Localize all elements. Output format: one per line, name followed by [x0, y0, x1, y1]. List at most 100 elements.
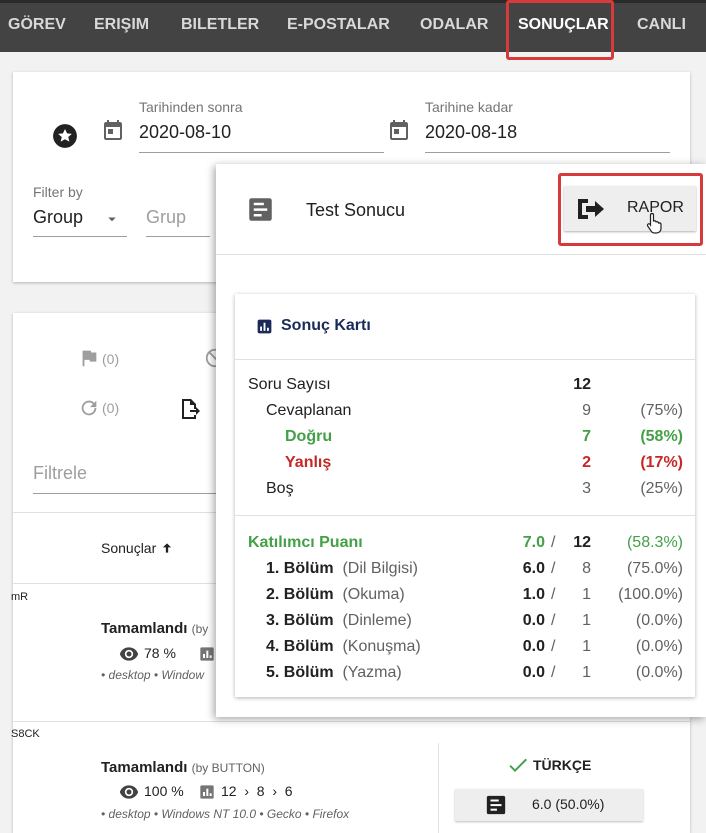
- correct-value: 7: [582, 428, 591, 445]
- empty-pct: (25%): [640, 480, 683, 497]
- result-card: Sonuç Kartı Soru Sayısı 12 Cevaplanan 9 …: [235, 294, 695, 697]
- flag-icon[interactable]: [78, 347, 100, 369]
- participant-score-total: 12: [573, 534, 591, 551]
- report-button-highlight: [558, 173, 703, 246]
- chart-icon: [200, 647, 214, 661]
- participant-score-pct: (58.3%): [626, 534, 683, 551]
- date-from-underline: [139, 152, 384, 153]
- table-row[interactable]: Tamamlandı (by BUTTON): [101, 759, 265, 776]
- section-row: 1. Bölüm (Dil Bilgisi): [266, 560, 418, 578]
- row-chart-path: 12 › 8 › 6: [221, 783, 293, 799]
- section-pct: (100.0%): [618, 586, 683, 603]
- section-sub: (Yazma): [342, 664, 402, 681]
- table-row[interactable]: Tamamlandı (by: [101, 620, 208, 637]
- row-status: Tamamlandı: [101, 759, 188, 776]
- chevron-down-icon[interactable]: [103, 210, 121, 228]
- tab-biletler[interactable]: BILETLER: [181, 16, 260, 33]
- section-name: 1. Bölüm: [266, 560, 334, 577]
- section-pct: (0.0%): [635, 612, 683, 629]
- section-name: 4. Bölüm: [266, 638, 334, 655]
- test-result-dialog: Test Sonucu RAPOR Sonuç Kartı Soru Sayıs…: [216, 164, 706, 717]
- filter-underline: [33, 493, 223, 494]
- date-to-underline: [425, 152, 670, 153]
- top-navigation: GÖREV ERIŞIM BILETLER E-POSTALAR ODALAR …: [0, 0, 706, 52]
- column-header-results[interactable]: Sonuçlar: [101, 540, 174, 556]
- section-pct: (75.0%): [626, 560, 683, 577]
- result-card-title: Sonuç Kartı: [281, 317, 371, 334]
- section-pct: (0.0%): [635, 664, 683, 681]
- check-icon: [509, 758, 527, 772]
- export-icon: [578, 199, 604, 219]
- star-circle-icon[interactable]: [52, 123, 78, 149]
- participant-score-value: 7.0: [522, 534, 545, 551]
- section-sub: (Okuma): [342, 586, 405, 603]
- calendar-icon[interactable]: [101, 118, 125, 142]
- eye-icon: [119, 647, 139, 661]
- row-status: Tamamlandı: [101, 620, 188, 637]
- active-tab-highlight: [506, 0, 614, 60]
- section-total: 1: [582, 664, 591, 681]
- section-separator: /: [551, 586, 556, 603]
- empty-value: 3: [582, 480, 591, 497]
- row-language: TÜRKÇE: [533, 757, 592, 773]
- tab-canli[interactable]: CANLI: [637, 16, 686, 33]
- section-name: 2. Bölüm: [266, 586, 334, 603]
- section-value: 0.0: [522, 638, 545, 655]
- bar-chart-icon: [257, 319, 272, 334]
- tab-epostalar[interactable]: E-POSTALAR: [287, 16, 390, 33]
- question-count-label: Soru Sayısı: [248, 376, 331, 393]
- section-value: 0.0: [522, 664, 545, 681]
- row-id: S8CK: [11, 728, 40, 740]
- chart-icon: [200, 785, 214, 799]
- date-to-input[interactable]: 2020-08-18: [425, 122, 518, 142]
- section-name: 5. Bölüm: [266, 664, 334, 681]
- score-button[interactable]: 6.0 (50.0%): [455, 789, 643, 821]
- calendar-icon[interactable]: [387, 118, 411, 142]
- group-input[interactable]: Grup: [146, 207, 187, 227]
- row-views: 78 %: [144, 645, 176, 661]
- divider: [216, 254, 706, 255]
- column-header-label: Sonuçlar: [101, 540, 157, 556]
- result-icon: [249, 198, 272, 221]
- export-file-icon[interactable]: [178, 397, 202, 421]
- section-value: 0.0: [522, 612, 545, 629]
- section-sub: (Konuşma): [342, 638, 421, 655]
- retry-count: (0): [102, 400, 120, 416]
- result-icon: [486, 795, 506, 815]
- wrong-pct: (17%): [640, 454, 683, 471]
- participant-score-label: Katılımcı Puanı: [248, 534, 363, 551]
- tab-odalar[interactable]: ODALAR: [420, 16, 489, 33]
- date-from-label: Tarihinden sonra: [139, 99, 243, 115]
- hand-cursor-icon: [646, 212, 662, 234]
- row-device: • desktop • Windows NT 10.0 • Gecko • Fi…: [101, 807, 350, 821]
- filter-input[interactable]: Filtrele: [33, 463, 88, 483]
- divider: [13, 721, 690, 722]
- wrong-label: Yanlış: [285, 454, 332, 471]
- row-by: (by BUTTON): [191, 761, 265, 775]
- filter-by-label: Filter by: [33, 184, 83, 200]
- section-value: 1.0: [522, 586, 545, 603]
- correct-pct: (58%): [640, 428, 683, 445]
- eye-icon: [119, 785, 139, 799]
- section-row: 2. Bölüm (Okuma): [266, 586, 405, 604]
- report-button-label: RAPOR: [627, 199, 684, 216]
- tab-gorev[interactable]: GÖREV: [8, 16, 66, 33]
- section-row: 4. Bölüm (Konuşma): [266, 638, 421, 656]
- question-count-value: 12: [573, 376, 591, 393]
- date-from-input[interactable]: 2020-08-10: [139, 122, 232, 142]
- row-device: • desktop • Window: [101, 668, 205, 682]
- section-total: 1: [582, 586, 591, 603]
- section-total: 8: [582, 560, 591, 577]
- tab-sonuclar[interactable]: SONUÇLAR: [518, 16, 609, 33]
- report-button[interactable]: RAPOR: [564, 186, 696, 234]
- filter-by-select[interactable]: Group: [33, 207, 84, 227]
- filter-by-underline: [33, 236, 127, 237]
- row-score: 6.0 (50.0%): [532, 796, 605, 812]
- answered-value: 9: [582, 402, 591, 419]
- row-by: (by: [191, 622, 209, 636]
- answered-label: Cevaplanan: [266, 402, 352, 419]
- refresh-icon[interactable]: [78, 397, 100, 419]
- section-pct: (0.0%): [635, 638, 683, 655]
- tab-erisim[interactable]: ERIŞIM: [94, 16, 150, 33]
- dialog-title: Test Sonucu: [306, 200, 406, 220]
